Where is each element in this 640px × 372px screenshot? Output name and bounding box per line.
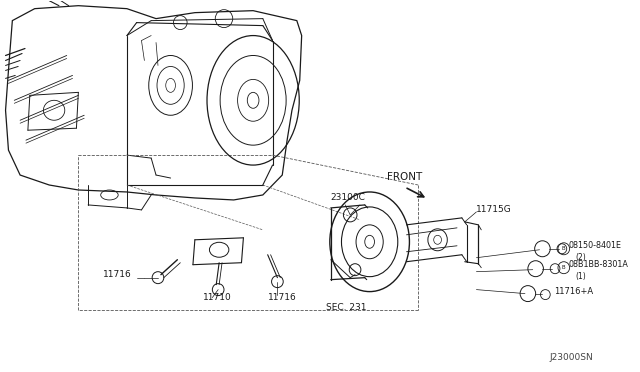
- Text: 11716: 11716: [268, 293, 296, 302]
- Text: 11716: 11716: [102, 270, 131, 279]
- Text: B: B: [562, 246, 566, 251]
- Text: 11715G: 11715G: [476, 205, 512, 214]
- Text: J23000SN: J23000SN: [549, 353, 593, 362]
- Text: SEC. 231: SEC. 231: [326, 303, 367, 312]
- Text: 08B1BB-8301A: 08B1BB-8301A: [569, 260, 628, 269]
- Text: 11710: 11710: [203, 293, 232, 302]
- Text: (1): (1): [575, 272, 586, 281]
- Text: B: B: [562, 265, 566, 270]
- Text: 08150-8401E: 08150-8401E: [569, 241, 621, 250]
- Text: 11716+A: 11716+A: [554, 287, 593, 296]
- Text: FRONT: FRONT: [387, 172, 422, 182]
- Text: (2): (2): [575, 253, 586, 262]
- Text: 23100C: 23100C: [331, 193, 365, 202]
